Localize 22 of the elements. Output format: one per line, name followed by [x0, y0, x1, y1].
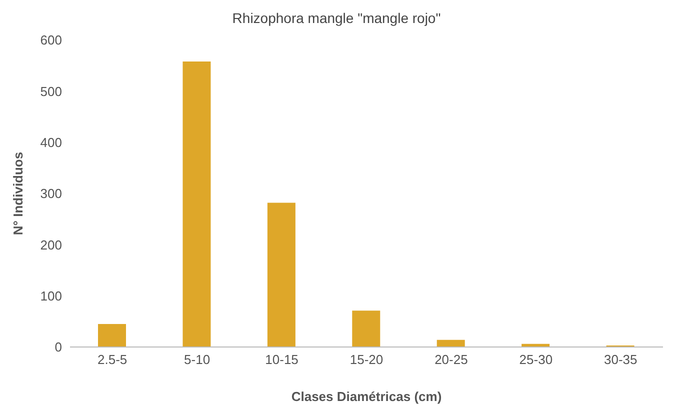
- x-axis-title: Clases Diamétricas (cm): [291, 389, 442, 404]
- y-axis-title: N° Individuos: [10, 152, 26, 236]
- x-tick-label: 2.5-5: [98, 352, 128, 368]
- chart-title: Rhizophora mangle "mangle rojo": [231, 10, 442, 26]
- y-tick-label: 200: [40, 237, 62, 252]
- bar: [436, 340, 465, 347]
- x-tick-label: 25-30: [519, 352, 553, 368]
- x-tick-label: 5-10: [184, 352, 210, 368]
- y-tick-label: 300: [40, 186, 62, 202]
- x-tick-label: 20-25: [434, 352, 468, 368]
- bar: [182, 61, 211, 347]
- bar: [98, 324, 126, 347]
- y-tick-label: 0: [54, 340, 62, 355]
- y-tick-label: 600: [40, 32, 62, 48]
- y-tick-label: 400: [40, 134, 62, 150]
- bar: [267, 202, 296, 347]
- x-tick-label: 10-15: [265, 352, 298, 368]
- x-tick-label: 15-20: [350, 352, 384, 368]
- bar: [352, 310, 380, 347]
- y-tick-label: 100: [40, 288, 62, 304]
- y-tick-label: 500: [40, 84, 62, 99]
- x-tick-label: 30-35: [604, 352, 638, 368]
